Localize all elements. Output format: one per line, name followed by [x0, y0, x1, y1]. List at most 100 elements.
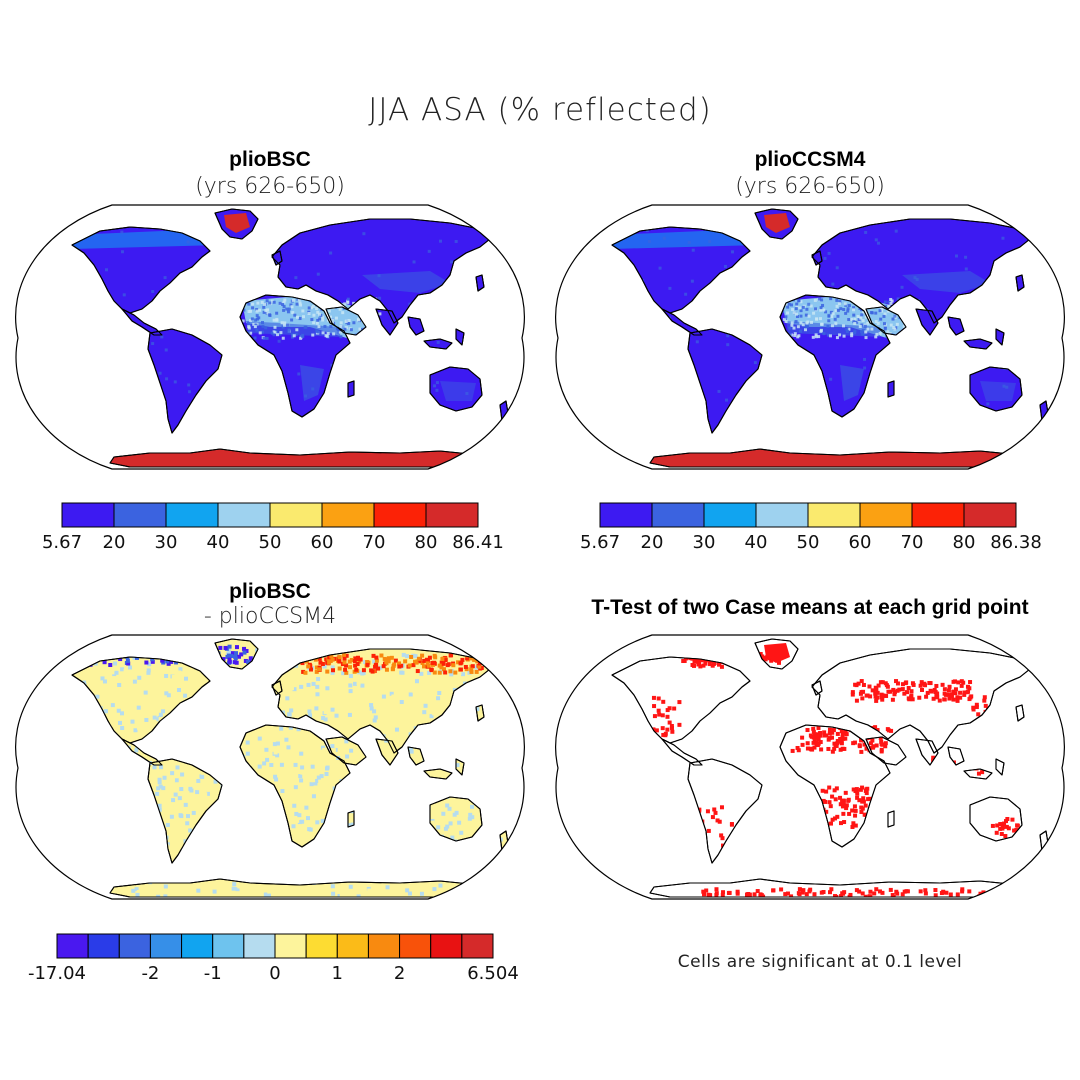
significant-cell: [889, 728, 894, 733]
significant-cell: [797, 887, 802, 892]
significant-cell: [922, 681, 927, 686]
significant-cell: [925, 690, 930, 695]
significant-cell: [1012, 828, 1017, 833]
significant-cell: [867, 796, 872, 801]
significant-cell: [812, 892, 817, 897]
significant-cell: [827, 785, 832, 790]
significant-cell: [1010, 817, 1015, 822]
coastline: [865, 736, 907, 766]
significant-cell: [790, 748, 795, 753]
significant-cell: [1003, 834, 1008, 839]
significant-cell: [864, 746, 869, 751]
coastline: [811, 648, 1031, 754]
ocean: [555, 635, 1065, 899]
significant-cell: [776, 660, 781, 665]
coastline: [865, 306, 907, 336]
significant-cell: [797, 892, 802, 897]
significant-cell: [859, 749, 864, 754]
significant-cell: [838, 736, 843, 741]
significant-cell: [818, 740, 823, 745]
colorbar-tick-label: 60: [311, 532, 334, 553]
significant-cell: [677, 700, 682, 705]
significant-cell: [835, 731, 840, 736]
significant-cell: [998, 822, 1003, 827]
significant-cell: [948, 892, 953, 897]
significant-cell: [855, 791, 860, 796]
map-plioBSC: [15, 204, 525, 470]
significant-cell: [853, 813, 858, 818]
significant-cell: [696, 661, 701, 666]
significant-cell: [958, 690, 963, 695]
significant-cell: [755, 889, 760, 894]
coastline: [811, 218, 1031, 324]
significant-cell: [840, 804, 845, 809]
significant-cell: [829, 887, 834, 892]
significant-cell: [752, 892, 757, 897]
significant-cell: [789, 894, 794, 897]
significant-cell: [863, 803, 868, 808]
significant-cell: [712, 807, 717, 812]
significant-cell: [859, 738, 864, 743]
significant-cell: [838, 747, 843, 752]
significant-cell: [695, 659, 700, 664]
coastline: [887, 380, 895, 398]
significant-cell: [982, 695, 987, 700]
significant-cell: [1006, 826, 1011, 831]
significant-cell: [880, 890, 885, 895]
colorbar-swatch: [425, 502, 479, 528]
significant-cell: [868, 894, 873, 897]
significant-cell: [932, 687, 937, 692]
significant-cell: [840, 799, 845, 804]
significant-cell: [719, 805, 724, 810]
significant-cell: [816, 741, 821, 746]
significant-cell: [890, 697, 895, 702]
significant-cell: [663, 733, 668, 738]
significant-cell: [933, 888, 938, 893]
significant-cell: [855, 795, 860, 800]
coastline: [271, 218, 491, 324]
significant-cell: [919, 687, 924, 692]
significant-cell: [710, 815, 715, 820]
significant-cell: [990, 891, 995, 896]
colorbar-swatch: [599, 502, 653, 528]
significant-cell: [909, 693, 914, 698]
significant-cell: [831, 728, 836, 733]
map-frame: [555, 204, 1065, 470]
significant-cell: [917, 695, 922, 700]
significant-cell: [980, 770, 985, 775]
significant-cell: [850, 808, 855, 813]
significant-cell: [712, 661, 717, 666]
significant-cell: [847, 811, 852, 816]
colorbar-tick-label: 30: [693, 532, 716, 553]
significant-cell: [958, 695, 963, 700]
significant-cell: [821, 798, 826, 803]
significant-cell: [927, 680, 932, 685]
significant-cell: [817, 731, 822, 736]
significant-cell: [868, 694, 873, 699]
colorbar-swatch: [651, 502, 705, 528]
significant-cell: [978, 891, 983, 896]
significant-cell: [942, 687, 947, 692]
significant-cell: [719, 833, 724, 838]
significant-cell: [810, 747, 815, 752]
significant-cell: [854, 787, 859, 792]
coastline: [661, 308, 703, 336]
significant-cell: [879, 741, 884, 746]
significant-cell: [891, 687, 896, 692]
significant-cell: [824, 789, 829, 794]
significant-cell: [873, 685, 878, 690]
significant-cell: [962, 692, 967, 697]
greenland-ice: [224, 213, 250, 233]
coastline: [121, 308, 163, 336]
significant-cell: [811, 740, 816, 745]
significant-cell: [851, 821, 856, 826]
significant-cell: [995, 823, 1000, 828]
coastline: [121, 738, 163, 766]
significant-cell: [941, 890, 946, 895]
significant-cell: [951, 697, 956, 702]
colorbar-difference: -17.04 -2 -1 0 1 2 6.504: [28, 933, 519, 984]
significant-cell: [1015, 823, 1020, 828]
significant-cell: [827, 731, 832, 736]
significant-cell: [906, 686, 911, 691]
significant-cell: [735, 889, 740, 894]
